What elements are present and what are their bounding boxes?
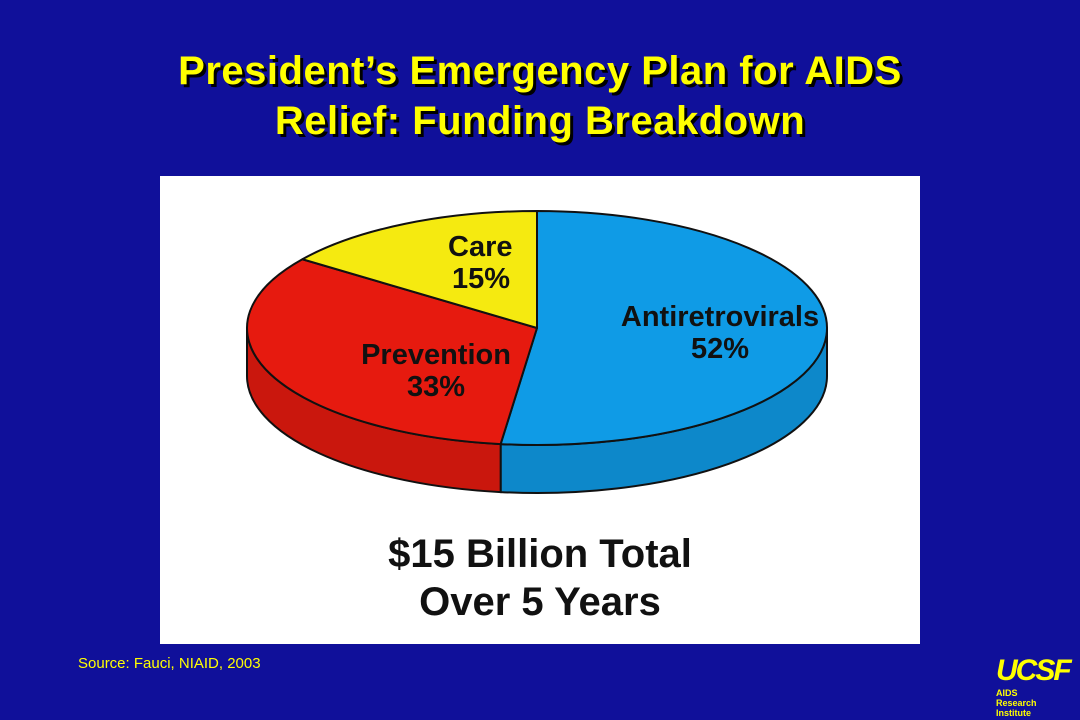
logo-line-2: Research Institute <box>996 698 1037 718</box>
slice-value-care: 15% <box>452 263 510 295</box>
slide-title-line-2: Relief: Funding Breakdown <box>274 99 806 143</box>
logo-line-1: AIDS <box>996 688 1018 698</box>
total-caption: $15 Billion Total Over 5 Years <box>160 530 920 626</box>
chart-panel: Antiretrovirals 52% Prevention 33% Care 15% $… <box>160 176 920 644</box>
slide-title-line-1: President’s Emergency Plan for AIDS <box>178 49 902 93</box>
pie-slice-prevention <box>246 258 538 446</box>
slice-value-prevention: 33% <box>407 371 465 403</box>
slice-value-antiretrovirals: 52% <box>691 333 749 365</box>
slide-title: President’s Emergency Plan for AIDS Reli… <box>0 46 1080 146</box>
total-line-1: $15 Billion Total <box>388 532 692 576</box>
slice-label-care: Care <box>448 231 513 263</box>
slice-label-prevention: Prevention <box>361 339 511 371</box>
source-note: Source: Fauci, NIAID, 2003 <box>78 655 261 672</box>
total-line-2: Over 5 Years <box>419 580 661 624</box>
ucsf-logo: UCSF AIDS Research Institute <box>990 654 1072 719</box>
slice-label-antiretrovirals: Antiretrovirals <box>621 301 819 333</box>
pie-slice-antiretrovirals <box>499 210 828 446</box>
logo-mark: UCSF <box>996 654 1072 687</box>
pie-slice-care <box>301 210 538 329</box>
